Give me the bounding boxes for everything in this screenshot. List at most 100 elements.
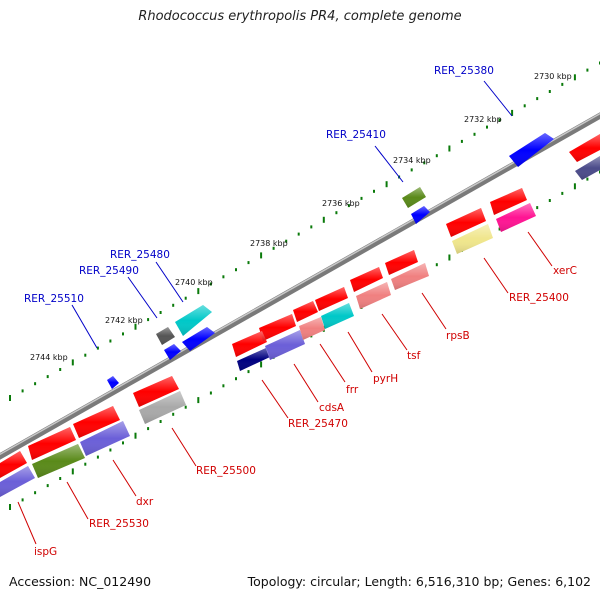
scale-minor-tick [21,498,24,502]
scale-minor-tick [536,206,539,210]
gene-shade [175,305,212,336]
gene-shade [385,250,418,275]
scale-label: 2738 kbp [250,239,288,248]
gene-shade [321,303,354,329]
scale-minor-tick [109,448,112,452]
scale-label: 2732 kbp [464,115,502,124]
scale-major-tick [197,288,200,295]
scale-minor-tick [473,132,476,136]
scale-minor-tick [122,441,124,445]
gene-shade [446,208,486,237]
scale-minor-tick [561,191,564,195]
gene-shade [182,327,215,351]
scale-minor-tick [172,412,175,416]
scale-minor-tick [184,296,187,300]
gene-shade [28,427,76,460]
gene-shade [496,203,536,232]
scale-minor-tick [297,232,300,236]
scale-minor-tick [498,227,501,231]
scale-minor-tick [435,263,438,267]
scale-minor-tick [235,268,237,272]
gene-shade [490,188,527,215]
scale-minor-tick [222,384,225,388]
scale-minor-tick [410,168,413,172]
scale-minor-tick [435,154,438,158]
scale-minor-tick [247,370,250,374]
scale-major-tick [260,361,263,368]
scale-minor-tick [59,477,62,480]
scale-major-tick [511,109,514,116]
scale-minor-tick [34,382,37,386]
scale-minor-tick [285,239,288,243]
scale-major-tick [573,183,576,190]
label-rer-25480: RER_25480 [110,249,170,261]
scale-minor-tick [486,125,488,129]
scale-major-tick [134,432,137,439]
scale-minor-tick [222,275,225,279]
scale-minor-tick [96,346,99,350]
scale-major-tick [448,145,451,152]
gene-shading [0,133,600,497]
scale-label: 2740 kbp [175,278,213,287]
scale-label: 2730 kbp [534,72,572,81]
gene-shade [0,466,35,497]
gene-shade [509,133,554,167]
scale-minor-tick [586,177,589,181]
gene-shade [350,267,383,292]
scale-minor-tick [548,90,551,93]
label-cdsa: cdsA [319,402,345,414]
label-rer-25410: RER_25410 [326,129,386,141]
gene-shade [265,330,305,360]
gene-shade [575,156,600,180]
scale-minor-tick [46,484,49,488]
scale-label: 2742 kbp [105,316,143,325]
gene-shade [299,317,325,340]
scale-major-tick [322,216,325,223]
gene-shade [32,444,85,478]
label-rer-25400: RER_25400 [509,292,569,304]
scale-minor-tick [272,246,275,250]
scale-minor-tick [460,139,463,143]
label-rer-25530: RER_25530 [89,518,149,530]
accession-text: Accession: NC_012490 [9,574,152,589]
label-frr: frr [346,384,359,396]
gene-shade [156,327,175,345]
gene-shade [232,331,267,357]
gene-shade [391,263,429,290]
label-rer-25490: RER_25490 [79,265,139,277]
scale-major-tick [448,254,451,261]
gene-shade [452,224,493,254]
gene-shade [164,344,181,360]
gene-shade [107,376,119,389]
scale-minor-tick [373,189,375,193]
scale-major-tick [71,468,74,475]
gene-shade [356,282,391,309]
gene-shade [259,314,296,341]
scale-minor-tick [586,68,589,72]
scale-minor-tick [360,196,363,200]
label-xerc: xerC [553,265,577,277]
scale-major-tick [9,504,11,510]
scale-minor-tick [84,462,87,466]
scale-minor-tick [347,204,350,208]
scale-minor-tick [184,405,187,409]
scale-minor-tick [209,282,212,286]
scale-major-tick [260,252,263,259]
scale-minor-tick [235,377,237,381]
label-rer-25510: RER_25510 [24,293,84,305]
scale-major-tick [71,359,74,366]
scale-minor-tick [172,303,175,307]
top-leader-lines [71,80,513,349]
gene-shade [315,287,348,311]
topology-text: Topology: circular; Length: 6,516,310 bp… [247,574,591,589]
label-rer-25500: RER_25500 [196,465,256,477]
scale-minor-tick [247,261,250,265]
label-pyrh: pyrH [373,373,398,385]
label-ispg: ispG [34,546,57,558]
scale-ticks-upper [9,61,600,401]
scale-minor-tick [159,311,162,314]
label-rpsb: rpsB [446,330,470,342]
scale-minor-tick [147,427,150,431]
gene-shade [80,421,130,456]
